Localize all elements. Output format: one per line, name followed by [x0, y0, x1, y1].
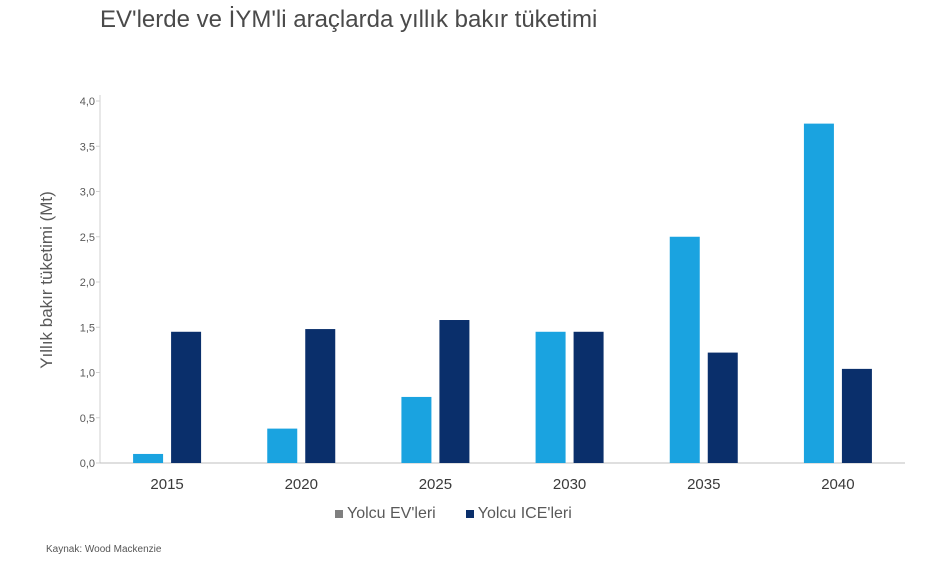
x-tick-label: 2035	[687, 476, 720, 493]
legend-label-ice: Yolcu ICE'leri	[477, 505, 572, 522]
bar-ice-2020	[305, 329, 336, 463]
legend-label-ev: Yolcu EV'leri	[347, 505, 436, 522]
x-tick-label: 2020	[285, 476, 318, 493]
x-tick-label: 2025	[419, 476, 452, 493]
x-tick-label: 2030	[553, 476, 586, 493]
bar-ev-2040	[803, 123, 834, 463]
legend: Yolcu EV'leri Yolcu ICE'leri	[335, 505, 572, 523]
bar-ev-2025	[401, 396, 432, 463]
x-tick-label: 2040	[821, 476, 854, 493]
y-tick-label: 0,5	[80, 413, 95, 425]
y-tick-label: 0,0	[80, 458, 95, 470]
y-axis-label: Yıllık bakır tüketimi (Mt)	[37, 191, 56, 369]
y-tick-label: 2,0	[80, 277, 95, 289]
source-note: Kaynak: Wood Mackenzie	[46, 544, 162, 555]
bar-ice-2040	[841, 368, 872, 463]
bar-ev-2035	[669, 236, 700, 463]
y-tick-label: 3,0	[80, 187, 95, 199]
x-tick-label: 2015	[150, 476, 183, 493]
bar-ice-2025	[439, 320, 470, 463]
bar-ev-2030	[535, 331, 566, 463]
bar-ice-2035	[707, 352, 738, 463]
legend-swatch-ice	[465, 510, 474, 518]
chart-title: EV'lerde ve İYM'li araçlarda yıllık bakı…	[100, 6, 598, 33]
bar-ice-2030	[573, 331, 604, 463]
bar-ice-2015	[171, 331, 202, 463]
legend-swatch-ev	[335, 510, 343, 518]
y-tick-label: 4,0	[80, 96, 95, 108]
bar-ev-2015	[133, 453, 164, 463]
legend-item-ev: Yolcu EV'leri	[335, 505, 436, 523]
y-tick-label: 1,5	[80, 322, 95, 334]
bar-ev-2020	[267, 428, 298, 463]
y-tick-label: 1,0	[80, 368, 95, 380]
legend-item-ice: Yolcu ICE'leri	[465, 505, 572, 523]
y-tick-label: 3,5	[80, 141, 95, 153]
y-tick-label: 2,5	[80, 232, 95, 244]
